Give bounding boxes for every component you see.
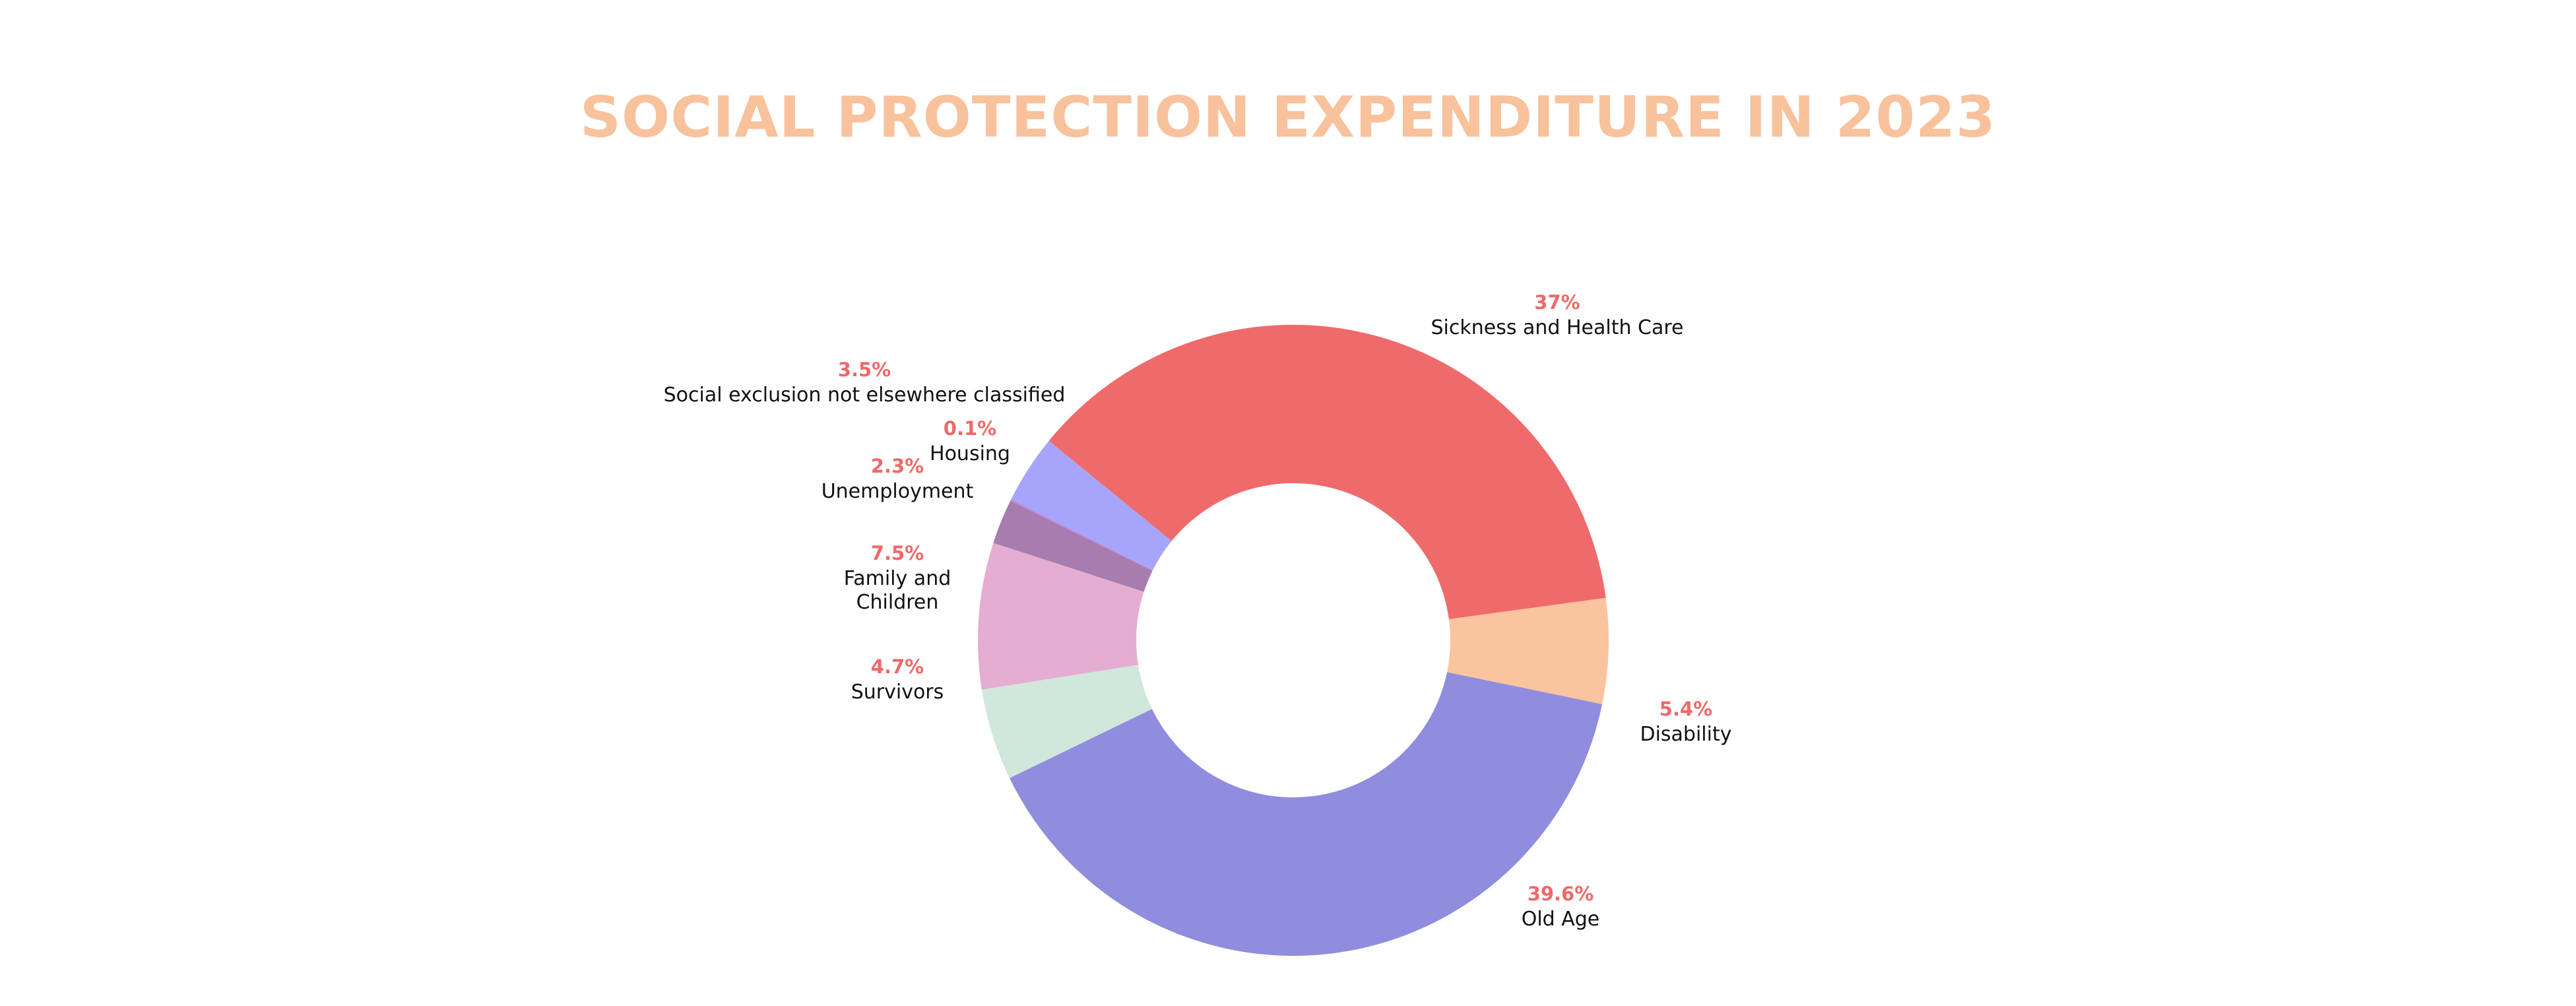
- percent-label: 7.5%: [871, 542, 924, 564]
- category-label: Old Age: [1522, 908, 1600, 931]
- percent-label: 3.5%: [838, 358, 891, 381]
- slice-survivors: [981, 665, 1152, 778]
- percent-label: 2.3%: [871, 455, 924, 477]
- category-label: Unemployment: [821, 480, 974, 503]
- percent-label: 5.4%: [1659, 698, 1712, 720]
- category-label: Social exclusion not elsewhere classifie…: [664, 384, 1066, 407]
- category-label: Disability: [1640, 723, 1731, 746]
- slice-sickness-and-health-care: [1048, 325, 1606, 619]
- percent-label: 37%: [1534, 291, 1580, 314]
- category-label: Sickness and Health Care: [1431, 316, 1684, 339]
- percent-label: 39.6%: [1528, 883, 1594, 905]
- category-label: Housing: [930, 442, 1010, 465]
- slice-unemployment: [993, 500, 1153, 592]
- percent-label: 0.1%: [944, 417, 996, 440]
- slice-family-and-children: [978, 543, 1144, 690]
- slice-old-age: [1009, 672, 1603, 956]
- slice-disability: [1447, 597, 1609, 704]
- chart-title: SOCIAL PROTECTION EXPENDITURE IN 2023: [580, 84, 1996, 151]
- category-label: Survivors: [851, 681, 944, 704]
- category-label: Family and Children: [844, 567, 951, 614]
- labels-layer: 37%Sickness and Health Care 5.4% Disabilit…: [664, 291, 1732, 931]
- slice-housing: [1010, 498, 1153, 571]
- slice-social-exclusion-not-elsewhere-classified: [1011, 440, 1172, 570]
- percent-label: 4.7%: [871, 655, 924, 678]
- slices-layer: [978, 325, 1609, 956]
